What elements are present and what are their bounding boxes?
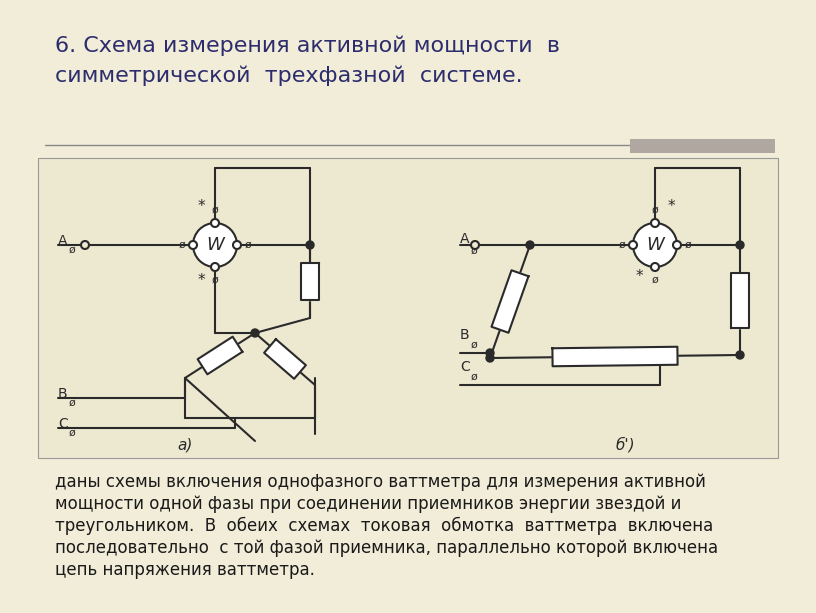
Text: A: A [58,234,68,248]
Text: треугольником.  В  обеих  схемах  токовая  обмотка  ваттметра  включена: треугольником. В обеих схемах токовая об… [55,517,713,535]
Text: цепь напряжения ваттметра.: цепь напряжения ваттметра. [55,561,315,579]
Text: ø: ø [652,275,659,285]
Circle shape [486,354,494,362]
Text: B: B [460,328,470,342]
Circle shape [526,241,534,249]
Text: даны схемы включения однофазного ваттметра для измерения активной: даны схемы включения однофазного ваттмет… [55,473,706,491]
Circle shape [189,241,197,249]
Text: ø: ø [69,245,75,255]
Circle shape [651,263,659,271]
Text: ø: ø [178,240,185,250]
Circle shape [81,241,89,249]
Text: ø: ø [211,275,219,285]
Text: B: B [58,387,68,401]
Text: а): а) [177,438,193,452]
Text: мощности одной фазы при соединении приемников энергии звездой и: мощности одной фазы при соединении прием… [55,495,681,513]
Text: *: * [635,270,643,284]
Text: ø: ø [471,372,477,382]
Text: *: * [197,273,205,287]
Circle shape [306,241,314,249]
Bar [630,139,775,153]
Text: C: C [58,417,68,431]
Circle shape [251,329,259,337]
Circle shape [736,351,744,359]
Text: последовательно  с той фазой приемника, параллельно которой включена: последовательно с той фазой приемника, п… [55,539,718,557]
Text: C: C [460,360,470,374]
Polygon shape [731,273,749,327]
Text: ø: ø [685,240,692,250]
Polygon shape [491,270,529,333]
Circle shape [673,241,681,249]
Text: ø: ø [652,205,659,215]
Polygon shape [552,347,677,366]
Polygon shape [301,263,319,300]
Text: симметрической  трехфазной  системе.: симметрической трехфазной системе. [55,65,522,85]
Text: ø: ø [471,340,477,350]
Circle shape [211,219,219,227]
Text: ø: ø [69,428,75,438]
Text: 6. Схема измерения активной мощности  в: 6. Схема измерения активной мощности в [55,35,560,56]
Text: ø: ø [471,246,477,256]
Circle shape [736,241,744,249]
Text: W: W [206,236,224,254]
Text: ø: ø [211,205,219,215]
Circle shape [233,241,241,249]
Circle shape [486,349,494,357]
Text: *: * [197,199,205,215]
Text: ø: ø [245,240,252,250]
Text: б'): б') [615,437,635,453]
Circle shape [633,223,677,267]
Circle shape [193,223,237,267]
Text: A: A [460,232,469,246]
Polygon shape [197,337,242,375]
Circle shape [211,263,219,271]
Circle shape [651,219,659,227]
Circle shape [629,241,637,249]
Text: ø: ø [619,240,625,250]
Polygon shape [264,339,306,379]
Bar [38,158,778,458]
Text: W: W [646,236,664,254]
Text: *: * [667,199,675,215]
Text: ø: ø [69,398,75,408]
Circle shape [471,241,479,249]
